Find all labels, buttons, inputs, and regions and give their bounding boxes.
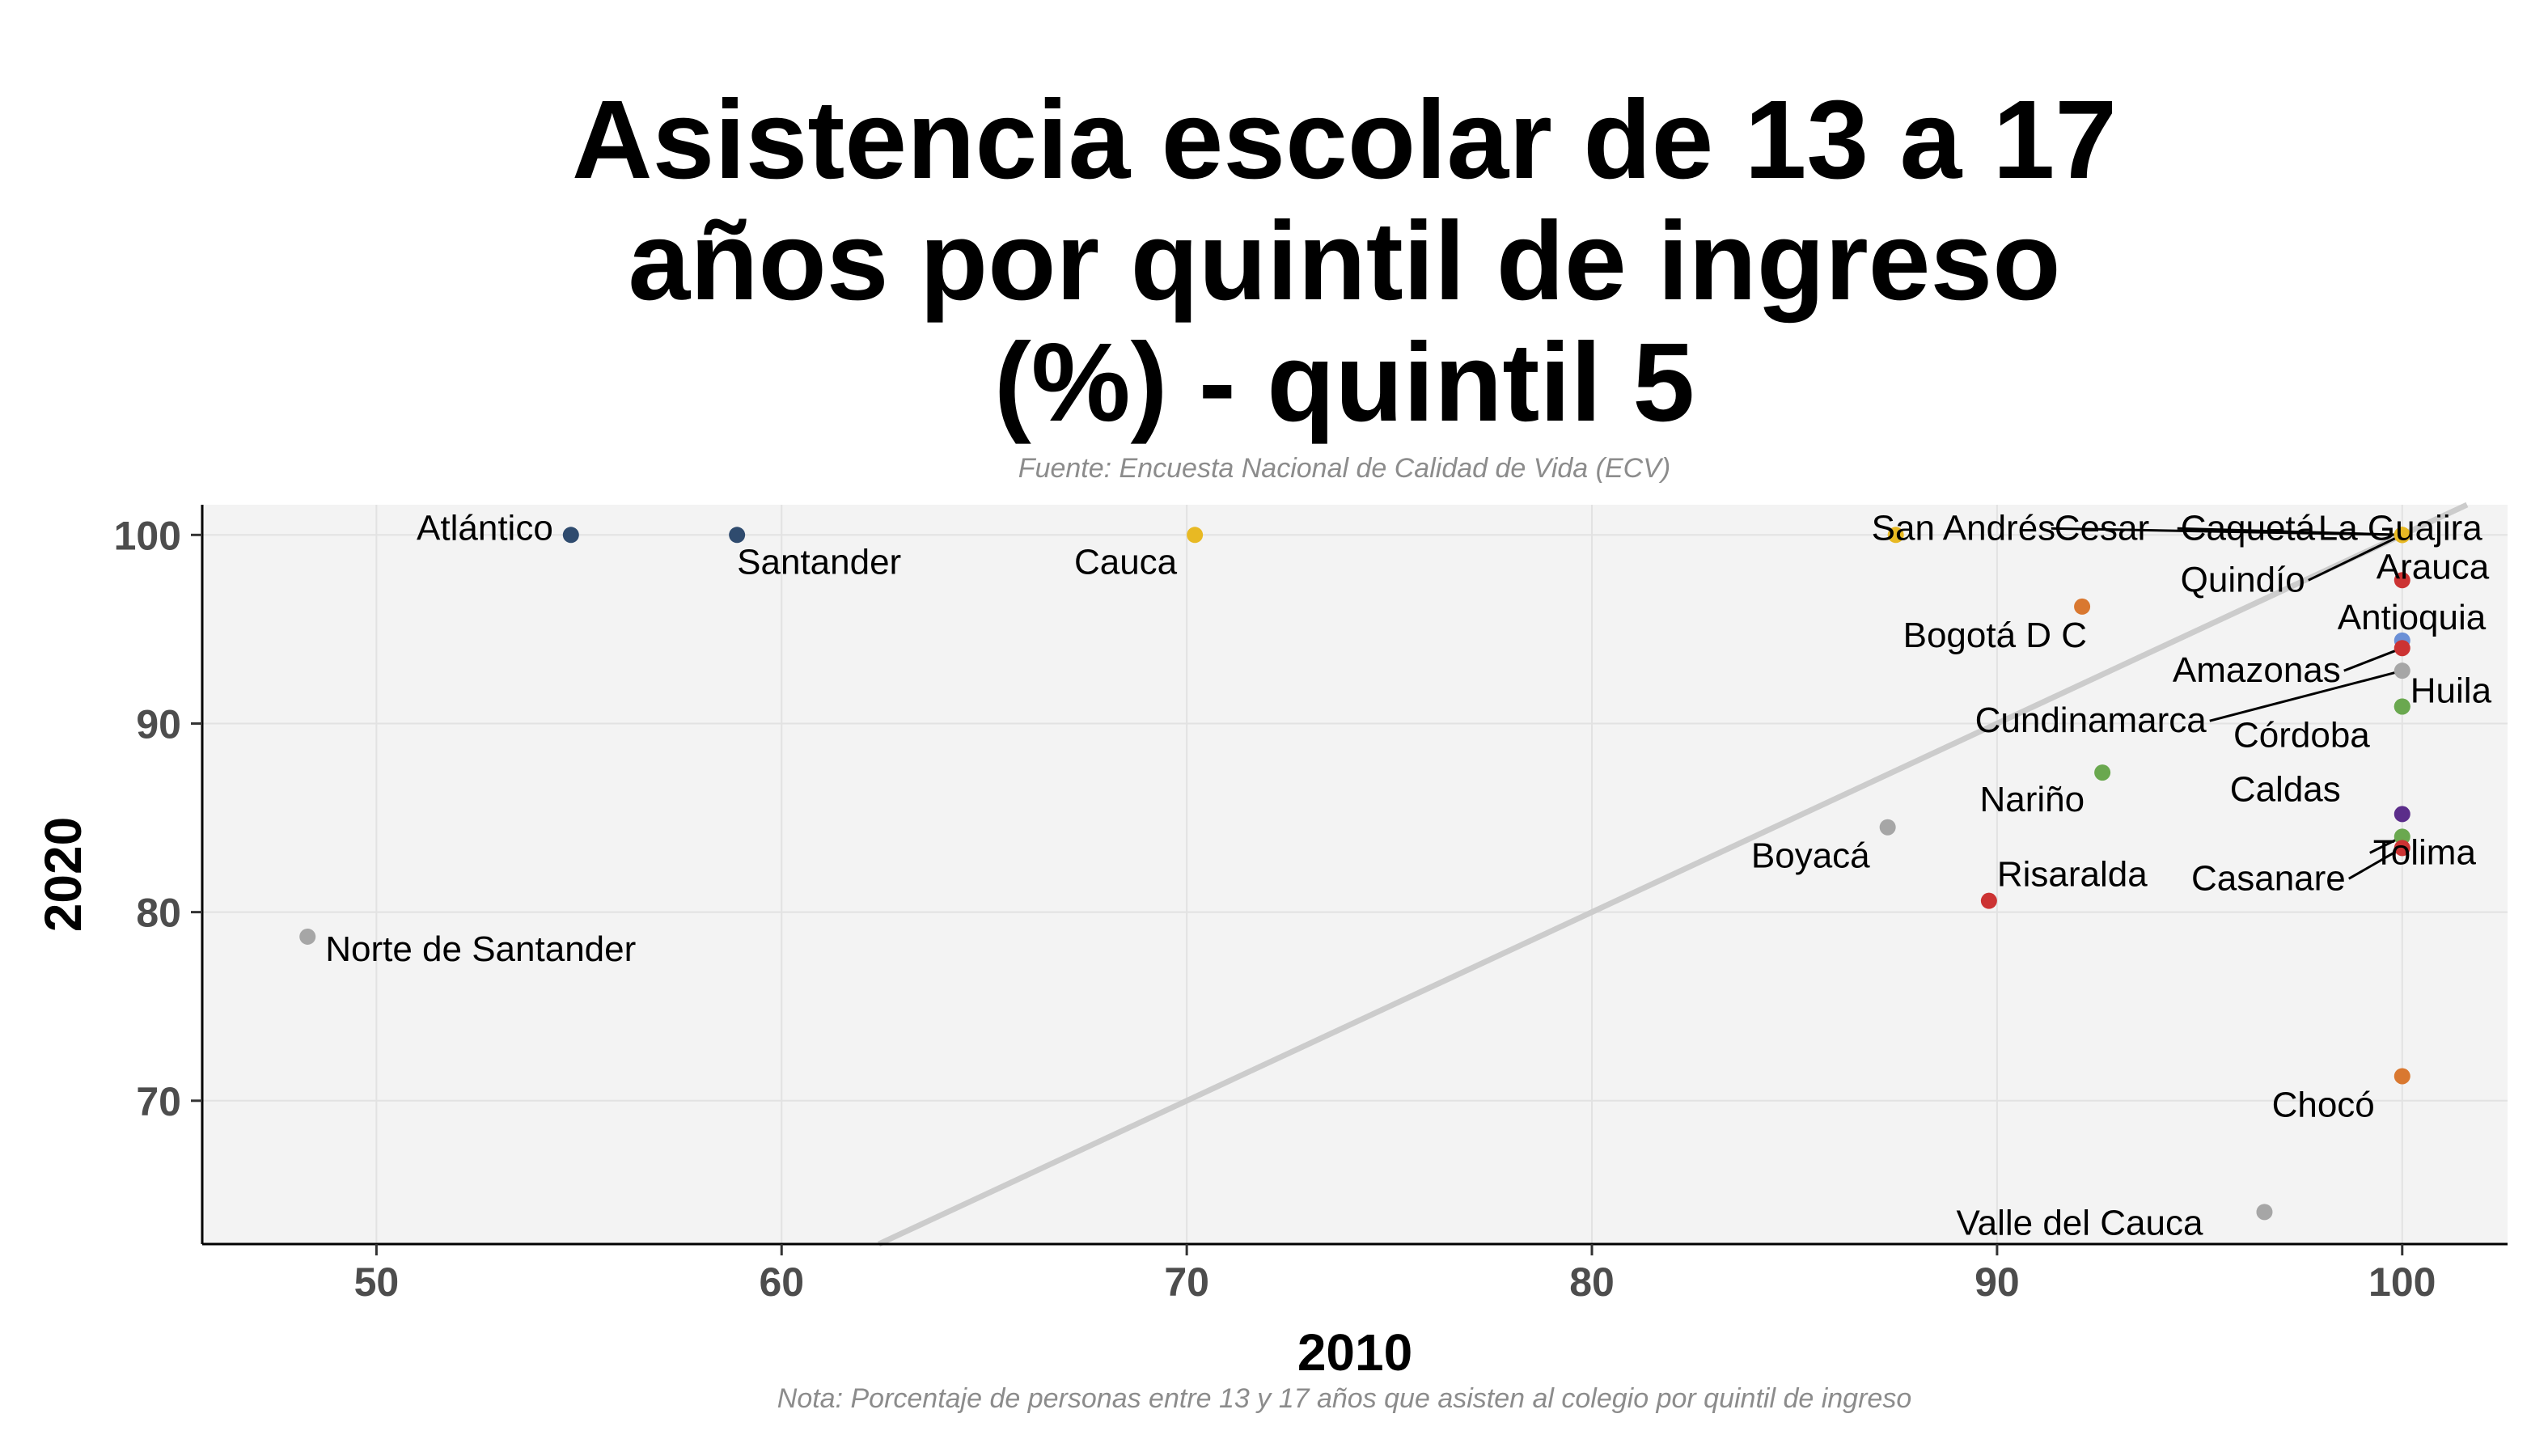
leader-lines	[2051, 527, 2403, 880]
point-label: Valle del Cauca	[1957, 1203, 2203, 1242]
scatter-point	[2394, 840, 2410, 857]
chart-caption: Nota: Porcentaje de personas entre 13 y …	[777, 1383, 1911, 1414]
point-label: Atlántico	[417, 508, 553, 548]
y-axis-ticks: 70 80 90 100	[114, 513, 202, 1124]
point-label: Córdoba	[2233, 715, 2370, 755]
scatter-point	[2394, 828, 2410, 845]
scatter-point	[2094, 764, 2111, 781]
chart-title-line-3: (%) - quintil 5	[994, 320, 1695, 445]
scatter-point	[2394, 662, 2410, 679]
chart-title-line-2: años por quintil de ingreso	[628, 199, 2060, 324]
scatter-point	[2074, 598, 2091, 615]
point-label: Caquetá	[2181, 508, 2316, 548]
plot-panel	[202, 505, 2508, 1244]
label-leader-line	[2348, 847, 2403, 880]
x-tick-label: 70	[1164, 1259, 1209, 1305]
scatter-point	[2394, 806, 2410, 823]
x-tick-label: 50	[354, 1259, 400, 1305]
point-label: Norte de Santander	[325, 929, 636, 969]
scatter-point	[2256, 1204, 2273, 1221]
x-axis-ticks: 50 60 70 80 90 100	[354, 1244, 2436, 1305]
scatter-point	[1887, 527, 1904, 544]
scatter-point	[729, 527, 746, 544]
point-label: Amazonas	[2173, 650, 2341, 690]
scatter-point	[299, 928, 316, 945]
reference-line-layer	[877, 502, 2469, 1247]
y-tick-label: 100	[114, 513, 181, 558]
point-label: Caldas	[2230, 769, 2341, 809]
point-label: Casanare	[2191, 858, 2346, 898]
scatter-point	[1980, 892, 1997, 909]
x-tick-label: 80	[1569, 1259, 1615, 1305]
point-label: Nariño	[1979, 780, 2085, 819]
point-label: Boyacá	[1751, 836, 1870, 876]
point-labels: Atlántico Santander Cauca Norte de Santande…	[325, 508, 2491, 1242]
point-label: Bogotá D C	[1903, 616, 2087, 655]
x-tick-label: 90	[1974, 1259, 2020, 1305]
y-tick-label: 90	[136, 701, 181, 747]
scatter-point	[562, 527, 579, 544]
scatter-point	[2394, 698, 2410, 715]
point-label: Santander	[737, 542, 901, 582]
point-label: Huila	[2410, 671, 2492, 710]
x-tick-label: 60	[759, 1259, 804, 1305]
scatter-point	[1187, 527, 1204, 544]
point-label: Risaralda	[1997, 855, 2148, 895]
label-leader-line	[2209, 669, 2403, 722]
x-tick-label: 100	[2368, 1259, 2436, 1305]
scatter-point	[2394, 572, 2410, 589]
y-tick-label: 80	[136, 891, 181, 936]
scatter-point	[2394, 640, 2410, 657]
point-label: Chocó	[2272, 1085, 2375, 1124]
label-leader-line	[2177, 527, 2402, 536]
chart-title-line-1: Asistencia escolar de 13 a 17	[572, 78, 2117, 202]
data-points	[299, 527, 2410, 1221]
label-leader-line	[2343, 646, 2403, 672]
x-axis-title: 2010	[1297, 1323, 1412, 1382]
label-leader-line	[2308, 533, 2403, 582]
point-label: Tolima	[2373, 832, 2477, 872]
scatter-point	[2394, 1068, 2410, 1085]
point-label: Cesar	[2055, 508, 2149, 548]
y-tick-label: 70	[136, 1079, 181, 1124]
scatter-point	[2394, 527, 2410, 544]
point-label: San Andrés	[1872, 508, 2056, 548]
point-label: Antioquia	[2338, 598, 2487, 637]
scatter-point	[1879, 819, 1896, 836]
reference-line	[877, 502, 2469, 1247]
chart-subtitle: Fuente: Encuesta Nacional de Calidad de …	[1018, 453, 1670, 484]
point-label: Quindío	[2181, 560, 2305, 599]
point-label: Arauca	[2377, 547, 2490, 586]
point-label: La Guajira	[2318, 508, 2483, 548]
point-label: Cundinamarca	[1975, 700, 2207, 740]
y-axis-title: 2020	[34, 817, 92, 932]
grid-lines	[202, 505, 2508, 1244]
point-label: Cauca	[1074, 542, 1178, 582]
